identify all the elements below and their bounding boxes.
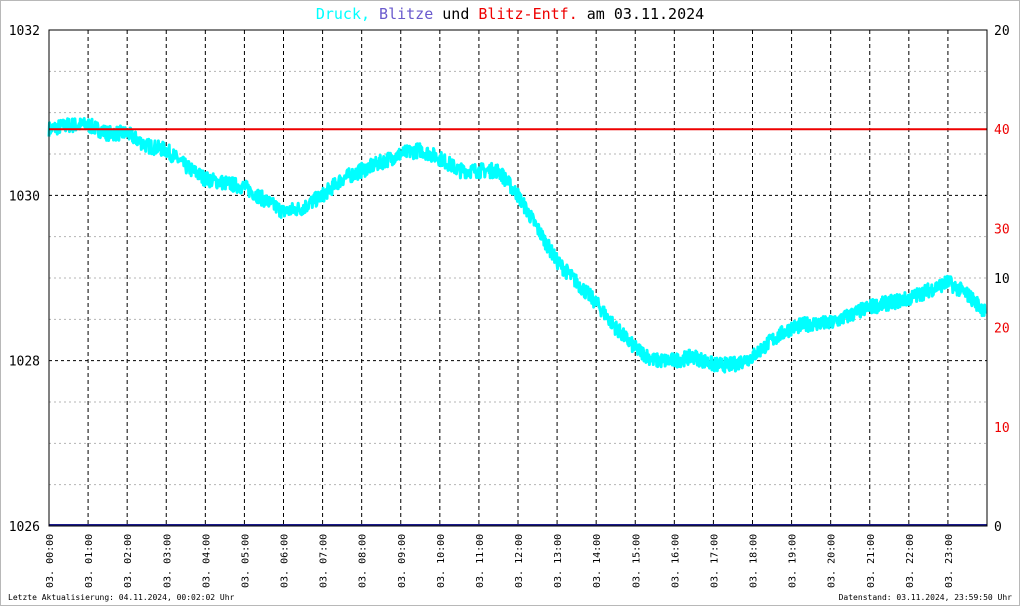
x-tick-label: 03. 16:00	[670, 534, 681, 588]
x-tick-label: 03. 21:00	[866, 534, 877, 588]
x-tick-label: 03. 17:00	[709, 534, 720, 588]
x-tick-label: 03. 03:00	[162, 534, 173, 588]
series-line-druck	[47, 117, 987, 374]
x-tick-label: 03. 09:00	[397, 534, 408, 588]
x-tick-label: 03. 10:00	[436, 534, 447, 588]
x-tick-label: 03. 07:00	[319, 534, 330, 588]
title-part: ,	[361, 5, 379, 23]
y-tick-label-left: 1028	[9, 355, 40, 370]
x-tick-label: 03. 04:00	[201, 534, 212, 588]
y-tick-label-right: 30	[994, 222, 1010, 237]
x-tick-label: 03. 12:00	[514, 534, 525, 588]
y-tick-label-right: 0	[994, 520, 1002, 535]
x-tick-label: 03. 19:00	[788, 534, 799, 588]
x-tick-label: 03. 15:00	[631, 534, 642, 588]
x-tick-label: 03. 13:00	[553, 534, 564, 588]
x-tick-label: 03. 08:00	[358, 534, 369, 588]
footer-last-update: Letzte Aktualisierung: 04.11.2024, 00:02…	[8, 593, 235, 602]
x-tick-label: 03. 11:00	[475, 534, 486, 588]
x-tick-label: 03. 06:00	[280, 534, 291, 588]
x-tick-label: 03. 00:00	[45, 534, 56, 588]
y-tick-label-left: 1026	[9, 520, 40, 535]
title-part: am 03.11.2024	[578, 5, 704, 23]
x-tick-label: 03. 23:00	[944, 534, 955, 588]
x-tick-label: 03. 05:00	[240, 534, 251, 588]
x-tick-label: 03. 20:00	[827, 534, 838, 588]
y-tick-label-left: 1030	[9, 189, 40, 204]
x-tick-label: 03. 22:00	[905, 534, 916, 588]
title-part: Blitze	[379, 5, 433, 23]
x-tick-label: 03. 01:00	[84, 534, 95, 588]
y-tick-label-right: 10	[994, 272, 1010, 287]
y-tick-label-right: 40	[994, 123, 1010, 138]
footer-data-state: Datenstand: 03.11.2024, 23:59:50 Uhr	[838, 593, 1012, 602]
y-tick-label-right: 20	[994, 24, 1010, 39]
chart-title: Druck, Blitze und Blitz-Entf. am 03.11.2…	[316, 5, 704, 23]
title-part: Druck	[316, 5, 361, 23]
y-tick-label-left: 1032	[9, 24, 40, 39]
y-tick-label-right: 10	[994, 421, 1010, 436]
title-part: und	[433, 5, 478, 23]
x-tick-label: 03. 14:00	[592, 534, 603, 588]
plot-border	[48, 29, 988, 527]
y-tick-label-right: 20	[994, 322, 1010, 337]
x-tick-label: 03. 18:00	[749, 534, 760, 588]
title-part: Blitz-Entf.	[478, 5, 577, 23]
x-tick-label: 03. 02:00	[123, 534, 134, 588]
